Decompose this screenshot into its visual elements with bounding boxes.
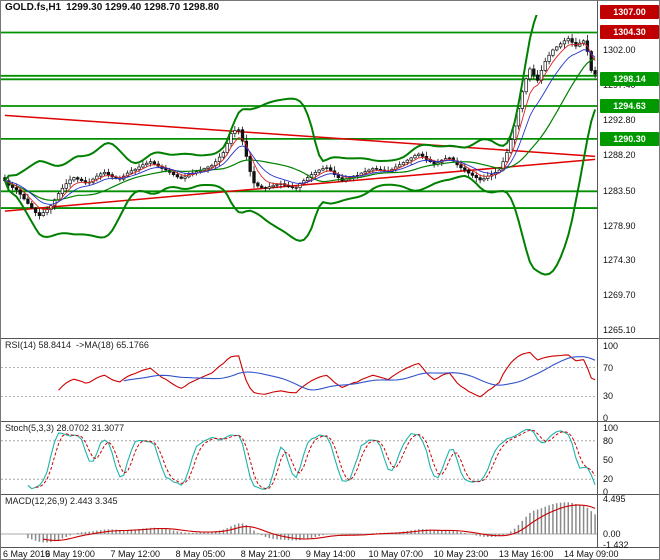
price-tick: 1283.50 [603,185,636,196]
time-label: 10 May 23:00 [433,549,489,559]
stoch-tick: 100 [603,423,619,433]
stoch-value-label: Stoch(5,3,3) 28.0702 31.3077 [5,423,125,433]
macd-tick: 4.495 [603,493,626,504]
rsi-tick: 70 [603,362,614,373]
price-level-box-resistance-1[interactable]: 1304.30 [600,25,659,40]
price-level-box-resistance-2[interactable]: 1307.00 [600,4,659,19]
price-tick: 1278.90 [603,220,636,231]
time-label: 14 May 09:00 [563,549,619,559]
rsi-value-label: RSI(14) 58.8414 [5,340,72,350]
stoch-tick: 80 [603,435,614,446]
stoch-tick: 0 [603,487,609,497]
macd-tick: -1.432 [603,540,629,551]
symbol-timeframe-label: GOLD.fs,H1 [5,2,62,13]
stoch-tick: 20 [603,474,614,485]
macd-tick: 0.00 [603,529,621,539]
ohlc-readout: 1299.30 1299.40 1298.70 1298.80 [66,2,220,13]
rsi-tick: 30 [603,391,614,402]
time-label: 8 May 05:00 [175,549,226,559]
chart-title: GOLD.fs,H1 1299.30 1299.40 1298.70 1298.8… [5,2,219,13]
rsi-panel-label: RSI(14) 58.8414 ->MA(18) 65.1766 [5,340,149,350]
stoch-panel-label: Stoch(5,3,3) 28.0702 31.3077 [5,423,124,433]
macd-panel-label: MACD(12,26,9) 2.443 3.345 [5,496,118,506]
price-tick: 1292.80 [603,114,636,125]
price-level-box-support-1[interactable]: 1294.63 [600,98,659,113]
price-level-box-current-price[interactable]: 1298.14 [600,72,659,87]
price-tick: 1269.70 [603,290,636,301]
rsi-tick: 0 [603,413,609,423]
time-label: 10 May 07:00 [368,549,424,559]
rsi-ma-value-label: ->MA(18) 65.1766 [76,340,149,350]
macd-value-label: MACD(12,26,9) 2.443 3.345 [5,496,118,506]
time-label: 8 May 21:00 [240,549,291,559]
time-label: 6 May 2019 [3,549,51,559]
time-label: 9 May 14:00 [305,549,356,559]
price-tick: 1302.00 [603,44,636,55]
time-label: 6 May 19:00 [45,549,95,559]
time-label: 7 May 12:00 [110,549,160,559]
price-level-box-support-2[interactable]: 1290.30 [600,131,659,146]
rsi-tick: 100 [603,341,619,351]
price-tick: 1274.30 [603,255,636,266]
stoch-tick: 50 [603,455,614,465]
price-tick: 1265.10 [603,325,636,336]
time-label: 13 May 16:00 [498,549,554,559]
price-tick: 1288.20 [603,149,636,160]
